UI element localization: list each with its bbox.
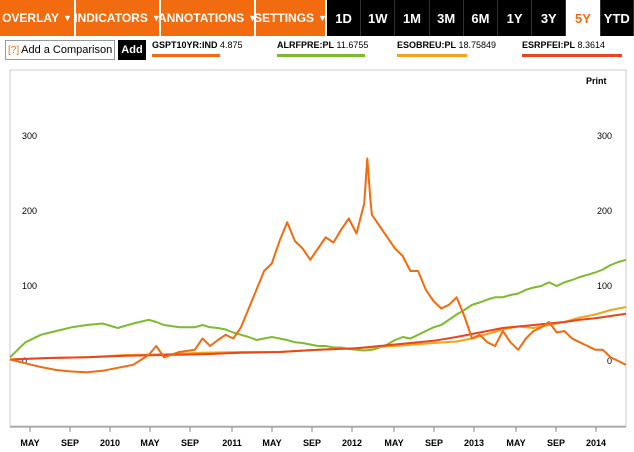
print-button[interactable]: Print: [586, 76, 607, 86]
chevron-down-icon: ▼: [248, 13, 258, 23]
x-tick-label: 2011: [222, 438, 242, 448]
x-tick-label: 2012: [342, 438, 362, 448]
legend-ticker: ESRPFEI:PL: [522, 40, 576, 50]
series-line-gspt10yr-ind: [9, 157, 627, 374]
legend-swatch: [277, 54, 365, 57]
y-tick-label-right: 0: [607, 356, 612, 366]
range-6m[interactable]: 6M: [463, 0, 498, 36]
y-tick-label-right: 100: [597, 281, 612, 291]
x-tick-label: MAY: [506, 438, 525, 448]
x-tick-label: SEP: [61, 438, 79, 448]
plot-frame: [9, 69, 627, 427]
menu-settings[interactable]: SETTINGS ▼: [254, 0, 327, 36]
range-3y[interactable]: 3Y: [532, 0, 567, 36]
legend-ticker: ALRFPRE:PL: [277, 40, 334, 50]
range-3m[interactable]: 3M: [429, 0, 464, 36]
x-tick-label: 2010: [100, 438, 120, 448]
x-tick-label: SEP: [181, 438, 199, 448]
y-tick-label-left: 200: [22, 206, 37, 216]
x-tick-label: 2013: [464, 438, 484, 448]
x-tick-label: 2014: [586, 438, 606, 448]
menu-annotations[interactable]: ANNOTATIONS ▼: [157, 0, 258, 36]
menu-label: OVERLAY: [2, 11, 59, 25]
menu-label: ANNOTATIONS: [157, 11, 245, 25]
chevron-down-icon: ▼: [151, 13, 161, 23]
menu-indicators[interactable]: INDICATORS ▼: [74, 0, 161, 36]
legend-value: 11.6755: [334, 40, 369, 50]
legend-item[interactable]: ALRFPRE:PL 11.6755: [277, 40, 368, 50]
x-tick-label: MAY: [20, 438, 39, 448]
legend-swatch: [152, 54, 220, 57]
range-1d[interactable]: 1D: [327, 0, 362, 36]
series-line-esobreu-pl: [9, 306, 627, 361]
x-tick-label: MAY: [384, 438, 403, 448]
add-comparison-label: Add a Comparison: [21, 44, 113, 56]
legend-swatch: [522, 54, 622, 57]
series-line-alrfpre-pl: [9, 258, 627, 359]
add-button[interactable]: Add: [118, 40, 146, 60]
menu-label: INDICATORS: [74, 11, 148, 25]
legend-swatch: [397, 54, 467, 57]
legend-value: 4.875: [217, 40, 243, 50]
chevron-down-icon: ▼: [62, 13, 72, 23]
help-icon[interactable]: [?]: [8, 44, 20, 56]
range-1m[interactable]: 1M: [395, 0, 430, 36]
toolbar: OVERLAY ▼ INDICATORS ▼ ANNOTATIONS ▼ SETTINGS ▼…: [0, 0, 634, 36]
legend-ticker: GSPT10YR:IND: [152, 40, 218, 50]
y-tick-label-left: 100: [22, 281, 37, 291]
add-comparison-input[interactable]: [?] Add a Comparison: [5, 40, 115, 60]
menu-overlay[interactable]: OVERLAY ▼: [0, 0, 75, 36]
x-tick-label: SEP: [303, 438, 321, 448]
legend-item[interactable]: GSPT10YR:IND 4.875: [152, 40, 243, 50]
range-1y[interactable]: 1Y: [498, 0, 533, 36]
x-tick-label: MAY: [140, 438, 159, 448]
legend-value: 18.75849: [456, 40, 497, 50]
chevron-down-icon: ▼: [318, 13, 327, 23]
y-tick-label-right: 200: [597, 206, 612, 216]
legend-item[interactable]: ESOBREU:PL 18.75849: [397, 40, 496, 50]
y-tick-label-right: 300: [597, 131, 612, 141]
comparison-row: [?] Add a Comparison Add GSPT10YR:IND 4.…: [0, 36, 634, 62]
y-tick-label-left: 300: [22, 131, 37, 141]
menu-label: SETTINGS: [254, 11, 315, 25]
x-tick-label: SEP: [425, 438, 443, 448]
legend-value: 8.3614: [575, 40, 606, 50]
y-tick-label-left: 0: [22, 356, 27, 366]
range-ytd[interactable]: YTD: [600, 0, 634, 36]
legend-ticker: ESOBREU:PL: [397, 40, 457, 50]
legend-item[interactable]: ESRPFEI:PL 8.3614: [522, 40, 605, 50]
x-tick-label: MAY: [262, 438, 281, 448]
range-5y[interactable]: 5Y: [566, 0, 601, 36]
series-line-esrpfei-pl: [9, 312, 627, 361]
range-1w[interactable]: 1W: [361, 0, 396, 36]
x-tick-label: SEP: [547, 438, 565, 448]
